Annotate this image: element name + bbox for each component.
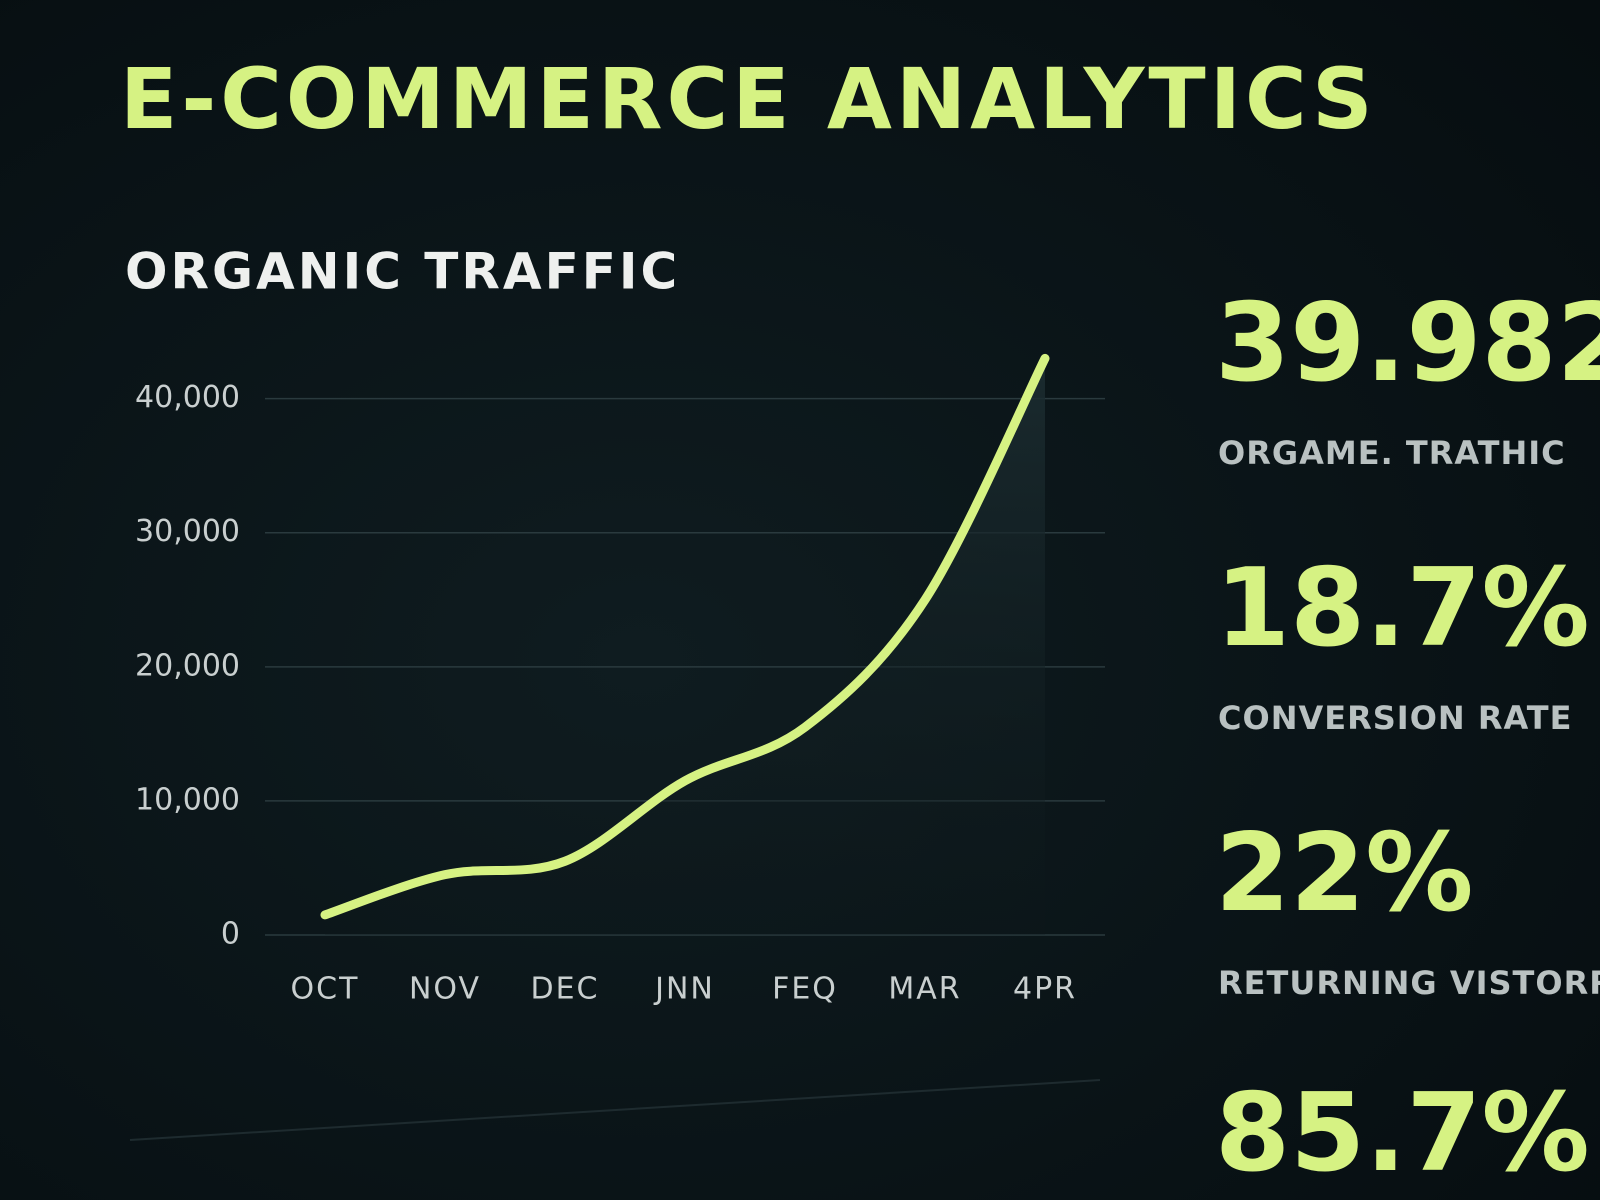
y-tick-label: 30,000 <box>135 514 240 549</box>
traffic-line <box>320 353 1050 920</box>
plot: 0 10,000 20,000 30,000 40,000 OCT NOV DEC JNN FEQ… <box>135 353 1105 1007</box>
kpi-label: RETURNING VISTORR <box>1218 964 1600 1002</box>
kpi-panel: 39.982 ORGAME. TRATHIC 18.7% CONVERSION RAT… <box>1215 281 1600 1196</box>
x-tick-label: OCT <box>291 972 360 1007</box>
kpi-value: 22% <box>1215 811 1474 936</box>
kpi-label: CONVERSION RATE <box>1218 699 1572 737</box>
x-tick-label: FEQ <box>772 972 838 1007</box>
kpi-value: 18.7% <box>1215 546 1590 671</box>
area-fill <box>325 358 1045 936</box>
x-tick-label: 4PR <box>1013 972 1077 1007</box>
y-tick-label: 10,000 <box>135 782 240 817</box>
x-tick-label: MAR <box>888 972 961 1007</box>
kpi-value: 39.982 <box>1215 281 1600 406</box>
page-title: E-COMMERCE ANALYTICS <box>120 50 1377 148</box>
x-tick-label: DEC <box>530 972 599 1007</box>
x-tick-label: JNN <box>653 972 715 1007</box>
divider <box>129 1079 1101 1141</box>
y-tick-label: 40,000 <box>135 380 240 415</box>
y-tick-label: 0 <box>221 917 240 952</box>
chart-title: ORGANIC TRAFFIC <box>125 243 680 301</box>
y-tick-label: 20,000 <box>135 648 240 683</box>
kpi-label: ORGAME. TRATHIC <box>1218 434 1566 472</box>
x-tick-label: NOV <box>409 972 481 1007</box>
kpi-value: 85.7% <box>1215 1071 1590 1196</box>
